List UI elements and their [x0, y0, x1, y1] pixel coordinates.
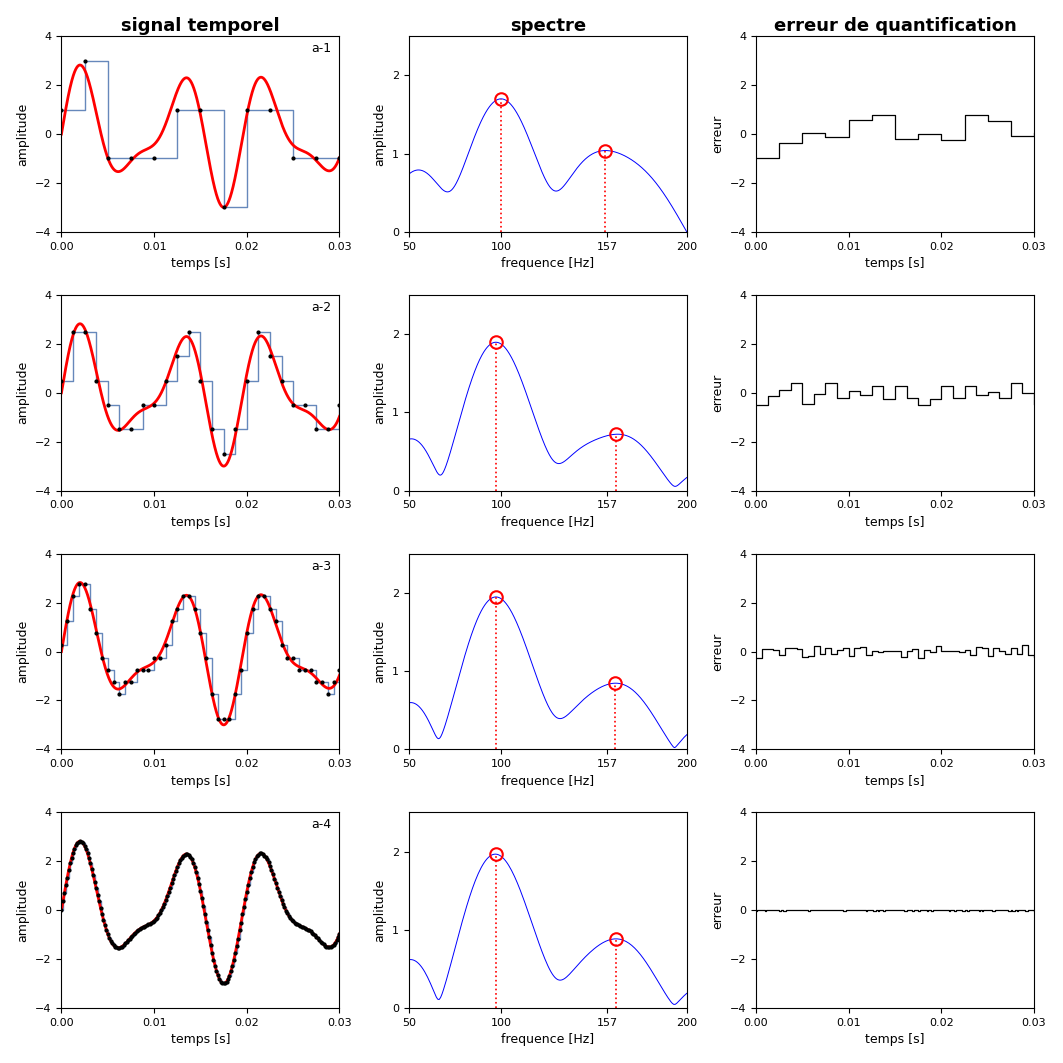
X-axis label: temps [s]: temps [s]: [171, 1033, 231, 1046]
Title: signal temporel: signal temporel: [121, 17, 280, 35]
Title: erreur de quantification: erreur de quantification: [774, 17, 1016, 35]
Text: a-2: a-2: [311, 301, 332, 314]
Y-axis label: amplitude: amplitude: [373, 879, 386, 942]
Title: spectre: spectre: [509, 17, 586, 35]
Y-axis label: amplitude: amplitude: [17, 102, 30, 166]
X-axis label: temps [s]: temps [s]: [171, 516, 231, 529]
Y-axis label: amplitude: amplitude: [373, 361, 386, 424]
X-axis label: frequence [Hz]: frequence [Hz]: [501, 775, 594, 788]
X-axis label: temps [s]: temps [s]: [171, 775, 231, 788]
X-axis label: temps [s]: temps [s]: [865, 1033, 925, 1046]
Text: a-1: a-1: [311, 43, 332, 55]
Y-axis label: amplitude: amplitude: [17, 879, 30, 942]
Text: a-4: a-4: [311, 819, 332, 831]
Text: a-3: a-3: [311, 559, 332, 573]
X-axis label: temps [s]: temps [s]: [865, 516, 925, 529]
Y-axis label: erreur: erreur: [711, 115, 724, 153]
X-axis label: temps [s]: temps [s]: [865, 775, 925, 788]
Y-axis label: amplitude: amplitude: [373, 620, 386, 684]
X-axis label: temps [s]: temps [s]: [865, 257, 925, 270]
Y-axis label: erreur: erreur: [711, 374, 724, 411]
Y-axis label: erreur: erreur: [711, 891, 724, 929]
X-axis label: frequence [Hz]: frequence [Hz]: [501, 516, 594, 529]
Y-axis label: amplitude: amplitude: [17, 620, 30, 684]
Y-axis label: amplitude: amplitude: [17, 361, 30, 424]
Y-axis label: erreur: erreur: [711, 632, 724, 671]
X-axis label: frequence [Hz]: frequence [Hz]: [501, 1033, 594, 1046]
X-axis label: temps [s]: temps [s]: [171, 257, 231, 270]
Y-axis label: amplitude: amplitude: [373, 102, 386, 166]
X-axis label: frequence [Hz]: frequence [Hz]: [501, 257, 594, 270]
